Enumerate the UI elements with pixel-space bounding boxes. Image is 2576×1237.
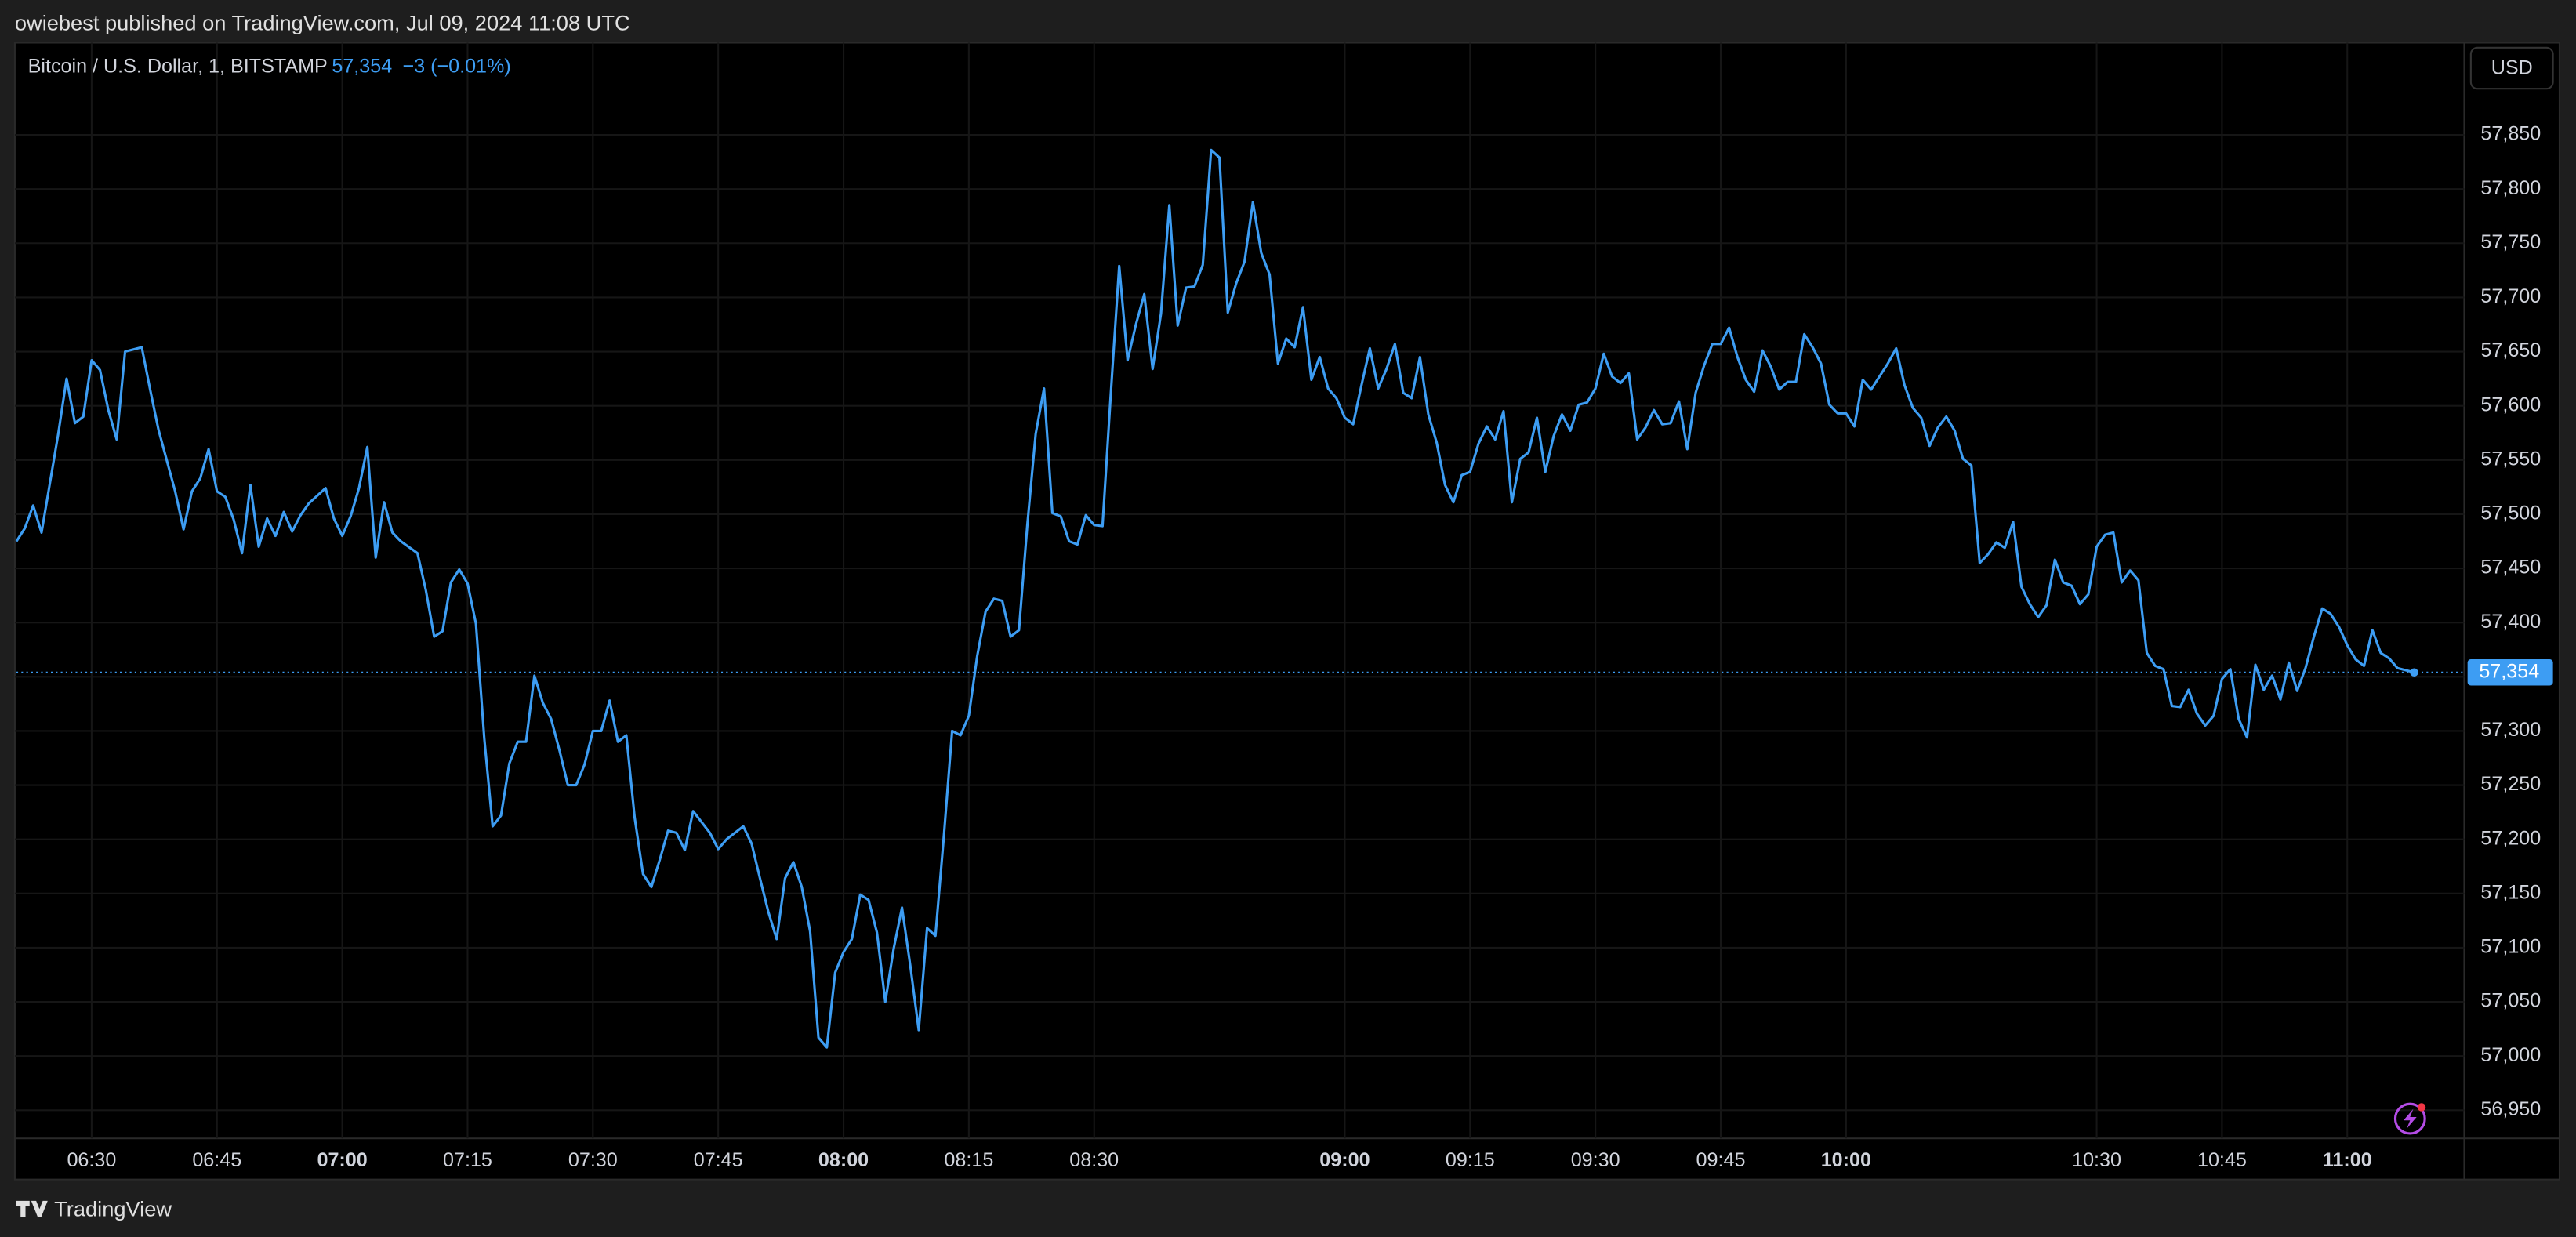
plot [15,148,2465,1049]
y-tick-label: 57,300 [2480,719,2541,741]
currency-button[interactable] [2469,46,2554,90]
legend-price: 57,354 [332,56,392,78]
lightning-icon[interactable] [2393,1102,2426,1135]
y-tick-label: 57,700 [2480,285,2541,307]
logo-mark [16,1200,48,1217]
y-tick-label: 57,850 [2480,123,2541,145]
currency-label[interactable]: USD [2491,57,2533,79]
grid [14,42,2465,1139]
chart-panel [13,42,2561,1181]
y-tick-label: 57,600 [2480,394,2541,415]
footer-logo [16,1200,48,1217]
x-tick-label: 06:30 [67,1149,116,1171]
icon-dot[interactable] [2417,1103,2426,1112]
x-tick-label: 09:45 [1696,1149,1746,1171]
price-badge [2467,658,2553,686]
y-tick-label: 57,500 [2480,502,2541,524]
legend-change: −3 (−0.01%) [402,56,510,78]
y-tick-label: 57,550 [2480,448,2541,470]
x-tick-label: 07:15 [443,1149,492,1171]
x-tick-label: 08:15 [944,1149,993,1171]
axes: 56,950 57,000 57,050 57,100 57,150 57,200 57,2… [67,123,2553,1171]
x-tick-label: 10:30 [2072,1149,2121,1171]
x-tick-label: 06:45 [192,1149,241,1171]
x-tick-label: 11:00 [2323,1149,2372,1171]
x-tick-label: 10:00 [1821,1149,1871,1171]
y-tick-label: 57,000 [2480,1044,2541,1066]
y-tick-label: 57,800 [2480,177,2541,199]
x-tick-label: 07:30 [568,1149,618,1171]
x-tick-label: 08:30 [1069,1149,1119,1171]
x-tick-label: 10:45 [2197,1149,2247,1171]
footer-brand: TradingView [54,1197,172,1221]
published-line: owiebest published on TradingView.com, J… [15,11,630,35]
y-tick-label: 57,400 [2480,611,2541,633]
price-line [15,148,2415,1049]
y-tick-label: 57,150 [2480,881,2541,903]
y-tick-label: 57,200 [2480,827,2541,849]
x-tick-label: 07:00 [317,1149,367,1171]
y-tick-label: 57,100 [2480,936,2541,958]
y-tick-label: 57,250 [2480,773,2541,795]
y-tick-label: 57,450 [2480,557,2541,579]
last-point [2410,668,2418,677]
symbol-legend: Bitcoin / U.S. Dollar, 1, BITSTAMP [28,56,328,78]
x-tick-label: 09:00 [1319,1149,1370,1171]
icon-bolt[interactable] [2403,1108,2417,1129]
y-tick-label: 57,750 [2480,231,2541,253]
y-tick-label: 56,950 [2480,1098,2541,1120]
y-tick-label: 57,050 [2480,990,2541,1012]
y-tick-label: 57,650 [2480,339,2541,361]
price-badge-label: 57,354 [2479,660,2539,682]
x-tick-label: 07:45 [694,1149,743,1171]
x-tick-label: 09:30 [1571,1149,1620,1171]
icon-circle[interactable] [2393,1102,2426,1135]
x-tick-label: 09:15 [1446,1149,1495,1171]
x-tick-label: 08:00 [818,1149,869,1171]
